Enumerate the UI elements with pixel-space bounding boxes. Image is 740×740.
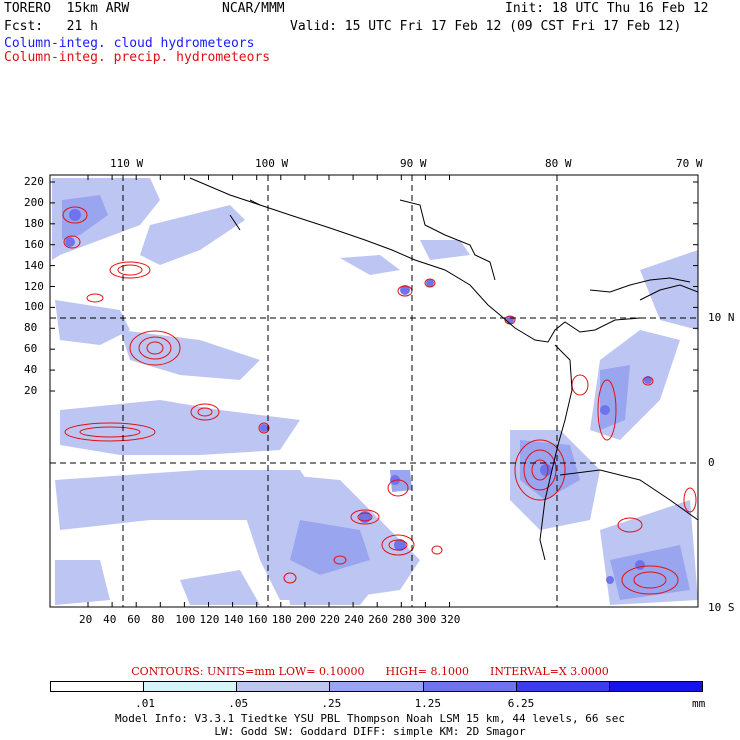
y-tick-label: 220 (24, 175, 44, 188)
x-tick-label: 160 (247, 613, 268, 626)
legend-swatch (515, 681, 610, 692)
latitude-label: 0 (708, 456, 715, 469)
contour-interval: INTERVAL=X 3.0000 (490, 665, 609, 678)
x-tick-label: 40 (103, 613, 117, 626)
contour-units: CONTOURS: UNITS=mm LOW= 0.10000 (131, 665, 365, 678)
latitude-label: 10 N (708, 311, 735, 324)
y-tick-label: 100 (24, 300, 44, 314)
longitude-label: 110 W (110, 157, 144, 170)
x-tick-label: 140 (223, 613, 244, 626)
precip-field-title: Column-integ. precip. hydrometeors (4, 50, 271, 65)
legend-swatch (50, 681, 145, 692)
x-tick-label: 260 (368, 613, 389, 626)
model-label: TORERO 15km ARW (4, 1, 130, 16)
y-tick-label: 180 (24, 216, 44, 230)
x-tick-label: 240 (344, 613, 364, 626)
x-tick-label: 200 (295, 613, 316, 626)
forecast-hour: Fcst: 21 h (4, 19, 98, 34)
longitude-label: 70 W (676, 157, 703, 170)
legend-label: .01 (135, 697, 156, 710)
legend-unit: mm (692, 697, 706, 710)
x-tick-label: 300 (416, 613, 437, 626)
valid-time: Valid: 15 UTC Fri 17 Feb 12 (09 CST Fri … (290, 19, 682, 34)
x-tick-label: 60 (127, 613, 141, 626)
x-tick-label: 320 (440, 613, 461, 626)
y-tick-label: 160 (24, 237, 44, 251)
legend-swatch (143, 681, 238, 692)
x-tick-label: 180 (271, 613, 292, 626)
x-tick-label: 20 (79, 613, 93, 626)
legend-label: 6.25 (507, 697, 535, 710)
y-tick-label: 120 (24, 279, 44, 293)
y-tick-label: 40 (24, 363, 38, 377)
center-label: NCAR/MMM (222, 1, 285, 16)
hydrometeor-field (52, 177, 698, 605)
legend-swatch (422, 681, 517, 692)
model-info-line1: Model Info: V3.3.1 Tiedtke YSU PBL Thomp… (115, 712, 625, 725)
latitude-label: 10 S (708, 601, 735, 614)
model-info-line2: LW: Godd SW: Goddard DIFF: simple KM: 2D… (214, 725, 526, 738)
y-tick-label: 20 (24, 384, 38, 397)
legend-label: .25 (321, 697, 342, 710)
legend-label: 1.25 (414, 697, 442, 710)
longitude-label: 80 W (545, 157, 572, 170)
x-tick-label: 220 (320, 613, 340, 626)
contour-high: HIGH= 8.1000 (385, 665, 470, 678)
lat-lon-grid (50, 175, 698, 607)
x-tick-label: 80 (151, 613, 165, 626)
legend-label: .05 (228, 697, 249, 710)
y-tick-label: 80 (24, 321, 38, 335)
cloud-field-title: Column-integ. cloud hydrometeors (4, 36, 255, 51)
x-tick-label: 100 (175, 613, 196, 626)
longitude-label: 100 W (255, 157, 289, 170)
y-tick-label: 60 (24, 342, 38, 356)
y-tick-label: 140 (24, 258, 44, 272)
legend-swatch (236, 681, 331, 692)
legend-swatch (329, 681, 424, 692)
legend-swatch (608, 681, 703, 692)
axis-ticks (50, 175, 698, 607)
contour-info: CONTOURS: UNITS=mm LOW= 0.10000 HIGH= 8.… (0, 665, 740, 678)
init-time: Init: 18 UTC Thu 16 Feb 12 (505, 1, 709, 16)
x-tick-label: 120 (199, 613, 220, 626)
longitude-label: 90 W (400, 157, 427, 170)
y-tick-label: 200 (24, 195, 44, 209)
x-tick-label: 280 (392, 613, 413, 626)
